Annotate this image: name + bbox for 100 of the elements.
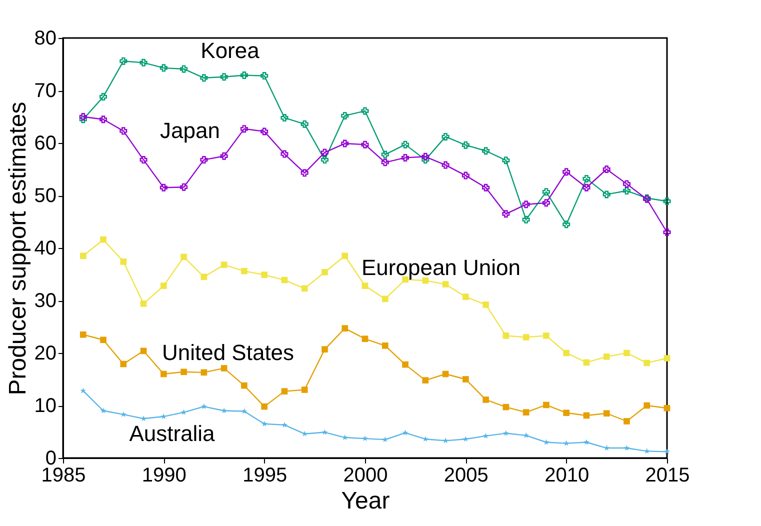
point: [200, 369, 208, 376]
point: [624, 444, 630, 451]
point: [362, 282, 368, 289]
point: [622, 187, 630, 195]
point: [502, 404, 510, 410]
x-tick-label: 2010: [544, 464, 590, 486]
point: [120, 57, 128, 65]
series-label: Japan: [160, 118, 220, 143]
point: [180, 183, 188, 191]
point: [663, 198, 671, 206]
point: [522, 200, 530, 208]
point: [322, 268, 328, 276]
x-axis-title: Year: [341, 488, 390, 514]
point: [200, 403, 207, 410]
point: [120, 127, 128, 135]
point: [502, 430, 509, 436]
point: [583, 359, 590, 366]
point: [79, 116, 87, 124]
x-tick-label: 2015: [645, 464, 690, 486]
point: [120, 360, 127, 368]
point: [160, 282, 167, 289]
x-tick-label: 1990: [142, 464, 186, 486]
point: [602, 165, 610, 174]
point: [382, 342, 388, 349]
y-tick-label: 60: [34, 132, 56, 154]
point: [422, 377, 429, 384]
point: [80, 252, 86, 260]
point: [300, 169, 308, 177]
point: [563, 410, 570, 416]
point: [160, 370, 167, 378]
point: [301, 285, 308, 292]
point: [603, 354, 610, 360]
point: [502, 210, 510, 218]
point: [361, 107, 369, 115]
point: [281, 422, 288, 428]
y-tick-label: 10: [34, 395, 56, 417]
point: [522, 216, 530, 224]
point: [160, 64, 168, 72]
series-label: Korea: [200, 38, 260, 63]
point: [100, 116, 108, 124]
point: [563, 440, 570, 446]
point: [543, 332, 550, 339]
point: [261, 272, 268, 278]
point: [583, 439, 590, 445]
point: [241, 382, 248, 389]
point: [342, 325, 348, 332]
point: [582, 174, 590, 182]
point: [100, 336, 106, 344]
point: [402, 361, 408, 368]
x-tick-label: 1995: [242, 464, 288, 486]
point: [523, 432, 530, 438]
point: [241, 268, 248, 274]
point: [180, 368, 187, 376]
point: [663, 228, 671, 236]
point: [80, 331, 86, 338]
point: [341, 112, 349, 120]
point: [220, 262, 228, 268]
point: [442, 438, 449, 444]
point: [301, 386, 308, 393]
point: [140, 300, 147, 307]
point: [543, 402, 550, 408]
point: [260, 128, 268, 136]
point: [422, 156, 430, 164]
y-tick-label: 80: [34, 28, 56, 50]
point: [381, 158, 389, 166]
point: [100, 408, 106, 414]
point: [260, 72, 268, 80]
point: [320, 148, 328, 156]
point: [280, 150, 288, 158]
point: [381, 150, 389, 158]
point: [341, 140, 349, 148]
point: [562, 220, 570, 228]
point: [563, 350, 570, 356]
point: [281, 388, 288, 394]
point: [80, 388, 86, 394]
point: [261, 403, 268, 410]
point: [220, 73, 228, 81]
point: [200, 274, 208, 280]
point: [622, 180, 630, 188]
y-axis-title: Producer support estimates: [4, 102, 32, 396]
point: [482, 432, 489, 439]
point: [382, 296, 388, 302]
point: [402, 140, 410, 148]
point: [482, 396, 489, 403]
point: [402, 430, 408, 436]
point: [624, 418, 630, 424]
point: [180, 254, 187, 260]
point: [240, 125, 248, 133]
point: [200, 74, 208, 82]
point: [482, 184, 490, 192]
point: [462, 436, 469, 442]
x-tick-label: 2000: [343, 464, 388, 486]
point: [442, 132, 450, 140]
point: [362, 435, 368, 442]
point: [261, 420, 268, 426]
point: [462, 376, 469, 382]
point: [442, 161, 450, 169]
point: [361, 140, 369, 148]
point: [542, 199, 550, 207]
point: [583, 412, 590, 419]
